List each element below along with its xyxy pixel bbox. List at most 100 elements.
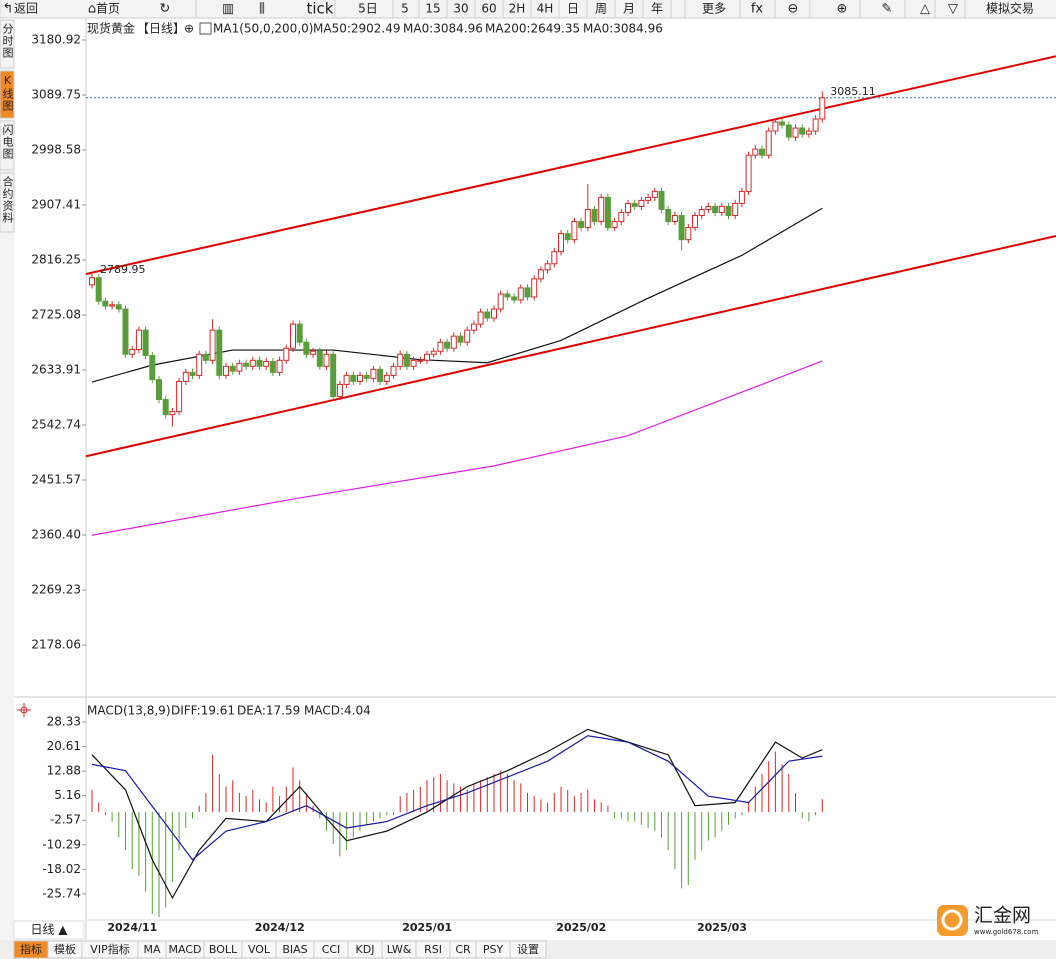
legend-text: 【日线】: [137, 22, 185, 36]
bottom-tab-label: MA: [143, 943, 160, 956]
side-tab[interactable]: [0, 172, 15, 233]
indicator-line: [91, 728, 823, 900]
y-tick-label: -18.02: [42, 862, 81, 876]
toolbar-button[interactable]: 模拟交易: [986, 1, 1034, 16]
side-tab[interactable]: [0, 19, 15, 69]
period-selector[interactable]: [13, 920, 85, 940]
candle-body: [89, 277, 95, 286]
toolbar-button[interactable]: 日: [567, 2, 579, 16]
candle-body: [591, 208, 598, 223]
candle-body: [269, 361, 276, 373]
toolbar-button[interactable]: 15: [425, 2, 440, 16]
toolbar-button[interactable]: 月: [623, 2, 635, 16]
candle-body: [122, 308, 129, 355]
toolbar-button[interactable]: 4H: [537, 2, 554, 16]
candle-body: [712, 205, 719, 214]
candle-body: [102, 300, 109, 307]
candle-body: [470, 323, 477, 331]
candle-body: [517, 287, 524, 301]
candle-body: [799, 127, 806, 135]
candle-body: [430, 350, 437, 355]
candle-body: [752, 148, 759, 156]
toolbar-icon: △: [920, 2, 930, 17]
candle-body: [162, 399, 169, 416]
candle-body: [336, 383, 343, 398]
candle-body: [484, 311, 491, 319]
x-tick-label: 2024/11: [107, 921, 157, 934]
bottom-tab-label: CR: [455, 943, 471, 956]
candle-body: [497, 293, 504, 310]
legend-text: 现货黄金: [87, 21, 135, 36]
bottom-tab[interactable]: [509, 940, 547, 959]
toolbar-button[interactable]: 5: [401, 2, 409, 16]
toolbar-button[interactable]: 首页: [96, 2, 120, 16]
logo-mark: [941, 909, 963, 931]
candle-body: [182, 371, 189, 382]
y-tick-label: 20.61: [47, 739, 81, 753]
x-tick-label: 2025/03: [697, 921, 747, 934]
candle-body: [316, 350, 323, 367]
toolbar-button[interactable]: 年: [651, 2, 663, 16]
candle-body: [95, 277, 102, 302]
candle-body: [604, 196, 611, 229]
y-tick-label: 2542.74: [31, 418, 81, 432]
legend-text: MA50:2902.49: [313, 22, 401, 36]
bottom-tab-label: BOLL: [209, 943, 238, 956]
candle-body: [658, 190, 665, 210]
toolbar-button[interactable]: 返回: [14, 2, 38, 16]
toolbar-button[interactable]: 2H: [509, 2, 526, 16]
bottom-tab-label: 设置: [517, 943, 539, 956]
toolbar-button[interactable]: 60: [481, 2, 496, 16]
y-tick-label: -10.29: [42, 837, 81, 851]
y-tick-label: 2178.06: [31, 638, 81, 652]
toolbar-icon: fx: [751, 2, 764, 17]
y-tick-label: -2.57: [50, 813, 81, 827]
side-tab[interactable]: [0, 70, 15, 119]
side-tab[interactable]: [0, 120, 15, 171]
legend-text: MA200:2649.35: [485, 22, 580, 36]
candle-body: [417, 359, 424, 362]
candle-body: [537, 269, 544, 280]
side-tab-label: 分时图: [1, 23, 14, 59]
candle-body: [216, 329, 223, 376]
macd-icon: [17, 703, 31, 717]
candle-body: [805, 130, 812, 135]
candle-body: [457, 335, 464, 343]
bottom-tab-label: RSI: [424, 943, 442, 956]
price-annotation: 3085.11: [830, 85, 876, 98]
candle-body: [531, 278, 538, 298]
candle-body: [571, 221, 578, 241]
candle-body: [651, 190, 658, 198]
bottom-tab-label: PSY: [483, 943, 504, 956]
candle-body: [792, 127, 799, 138]
toolbar-icon: ↰: [3, 2, 14, 17]
candle-body: [732, 202, 739, 217]
toolbar-button[interactable]: 30: [453, 2, 468, 16]
y-tick-label: 2907.41: [31, 198, 81, 212]
candle-body: [631, 202, 638, 207]
candle-body: [685, 227, 692, 241]
candle-body: [765, 130, 772, 156]
toolbar-button[interactable]: tick: [307, 0, 334, 18]
toolbar-icon: ⌂: [88, 2, 96, 17]
candle-body: [256, 359, 263, 367]
toolbar: [0, 0, 1056, 18]
toolbar-button[interactable]: 更多: [702, 2, 726, 16]
candle-body: [665, 208, 672, 223]
candle-body: [511, 296, 518, 301]
y-tick-label: 2269.23: [31, 583, 81, 597]
candle-body: [551, 251, 558, 265]
candle-body: [504, 293, 511, 298]
candle-body: [578, 221, 585, 229]
legend-text: DIFF:19.61: [171, 704, 235, 718]
candle-body: [410, 359, 417, 367]
toolbar-button[interactable]: 5日: [358, 2, 378, 16]
logo-url: www.gold678.com: [974, 928, 1039, 936]
bottom-tab-label: CCI: [322, 943, 341, 956]
toolbar-button[interactable]: 周: [595, 2, 607, 16]
candle-body: [142, 329, 149, 356]
candle-body: [276, 359, 283, 373]
candle-body: [444, 341, 451, 349]
y-tick-label: 3180.92: [31, 33, 81, 47]
